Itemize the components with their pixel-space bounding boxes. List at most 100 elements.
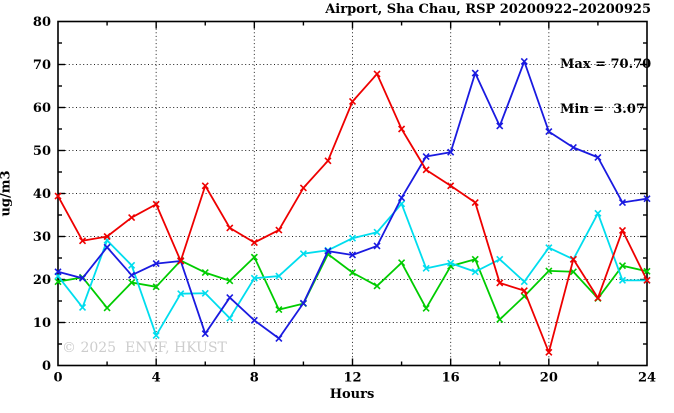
series-green-marker	[201, 269, 209, 277]
y-axis-label: ug/m3	[0, 170, 14, 217]
x-tick-label: 12	[343, 371, 361, 386]
series-blue-marker	[275, 334, 283, 342]
series-red-marker	[103, 232, 111, 241]
series-red-marker	[324, 157, 332, 165]
chart-title: Airport, Sha Chau, RSP 20200922–20200925	[325, 2, 651, 17]
series-green-marker	[496, 315, 504, 324]
series-red-marker	[618, 226, 627, 235]
series-blue-marker	[103, 243, 111, 251]
y-tick-label: 60	[33, 101, 51, 116]
series-blue-marker	[54, 268, 62, 276]
series-cyan-marker	[618, 276, 627, 284]
x-tick-label: 8	[250, 371, 259, 386]
series-cyan-marker	[152, 331, 160, 339]
series-blue-marker	[496, 122, 504, 130]
series-green-marker	[250, 253, 258, 261]
series-blue-marker	[226, 293, 234, 302]
series-cyan-marker	[201, 289, 209, 297]
series-red-marker	[128, 214, 136, 222]
series-red-marker	[201, 182, 209, 190]
series-red-marker	[348, 97, 357, 106]
series-blue-marker	[324, 247, 332, 255]
series-blue-marker	[348, 251, 357, 259]
series-blue-marker	[250, 316, 258, 324]
series-cyan-marker	[447, 259, 455, 267]
series-green-marker	[373, 282, 381, 290]
series-cyan-marker	[471, 268, 479, 276]
series-red-marker	[520, 287, 528, 295]
series-red-marker	[447, 182, 455, 190]
series-cyan-marker	[594, 209, 602, 217]
series-red-marker	[569, 255, 577, 263]
series-cyan-marker	[275, 272, 283, 280]
series-blue-marker	[398, 194, 406, 202]
x-axis-label: Hours	[329, 387, 375, 402]
y-tick-label: 10	[33, 316, 51, 331]
series-cyan-marker	[226, 314, 234, 322]
watermark: © 2025 ENVF, HKUST	[62, 340, 227, 356]
series-blue-marker	[201, 330, 209, 338]
series-red-marker	[594, 294, 602, 302]
y-tick-label: 80	[33, 15, 51, 30]
series-blue-marker	[373, 242, 381, 250]
series-cyan-marker	[78, 303, 87, 312]
series-green-marker	[128, 278, 136, 287]
series-red-marker	[373, 70, 381, 78]
series-cyan-marker	[520, 278, 528, 286]
series-cyan-marker	[422, 264, 430, 272]
series-green-marker	[103, 304, 111, 312]
series-red-marker	[78, 237, 87, 245]
y-tick-label: 70	[33, 58, 51, 73]
series-red-marker	[299, 184, 307, 192]
series-cyan-marker	[545, 244, 553, 252]
series-cyan-marker	[299, 250, 307, 258]
series-cyan-marker	[398, 200, 406, 208]
series-green-marker	[471, 255, 479, 263]
series-cyan-marker	[250, 274, 258, 282]
series-green-marker	[275, 306, 283, 314]
series-red-marker	[226, 224, 234, 232]
y-tick-label: 50	[33, 144, 51, 159]
series-blue-marker	[643, 195, 651, 203]
series-red-marker	[643, 276, 651, 284]
y-tick-label: 20	[33, 273, 51, 288]
y-tick-label: 0	[42, 359, 51, 374]
y-tick-label: 30	[33, 230, 51, 245]
x-tick-label: 16	[442, 371, 460, 386]
series-blue-marker	[471, 69, 479, 77]
series-red-marker	[152, 200, 160, 208]
series-blue-marker	[78, 274, 87, 282]
series-cyan-marker	[128, 261, 136, 269]
series-green-marker	[226, 277, 234, 285]
series-green-marker	[152, 283, 160, 291]
series-cyan-marker	[177, 290, 185, 298]
series-blue-marker	[128, 271, 136, 279]
series-blue-marker	[545, 128, 553, 136]
series-blue-marker	[569, 143, 577, 152]
series-red-marker	[471, 198, 479, 207]
series-red-marker	[545, 348, 553, 356]
series-blue-marker	[299, 299, 307, 307]
y-tick-label: 40	[33, 187, 51, 202]
series-green-marker	[545, 267, 553, 275]
series-red-marker	[177, 257, 185, 265]
stat-min: Min = 3.07	[560, 102, 645, 117]
series-red-marker	[250, 238, 258, 247]
series-red-marker	[54, 192, 62, 200]
series-cyan-marker	[373, 228, 381, 236]
series-green-marker	[422, 304, 430, 312]
series-cyan-marker	[348, 234, 357, 242]
stat-max: Max = 70.70	[560, 57, 652, 72]
series-red-marker	[398, 125, 406, 133]
series-red-marker	[422, 166, 430, 174]
series-green-marker	[348, 269, 357, 277]
x-tick-label: 4	[152, 371, 161, 386]
series-blue-marker	[594, 153, 602, 161]
x-tick-label: 0	[53, 371, 62, 386]
series-green-marker	[618, 262, 627, 270]
series-red-marker	[275, 226, 283, 234]
series-blue-marker	[422, 152, 430, 161]
series-blue-marker	[447, 148, 455, 156]
